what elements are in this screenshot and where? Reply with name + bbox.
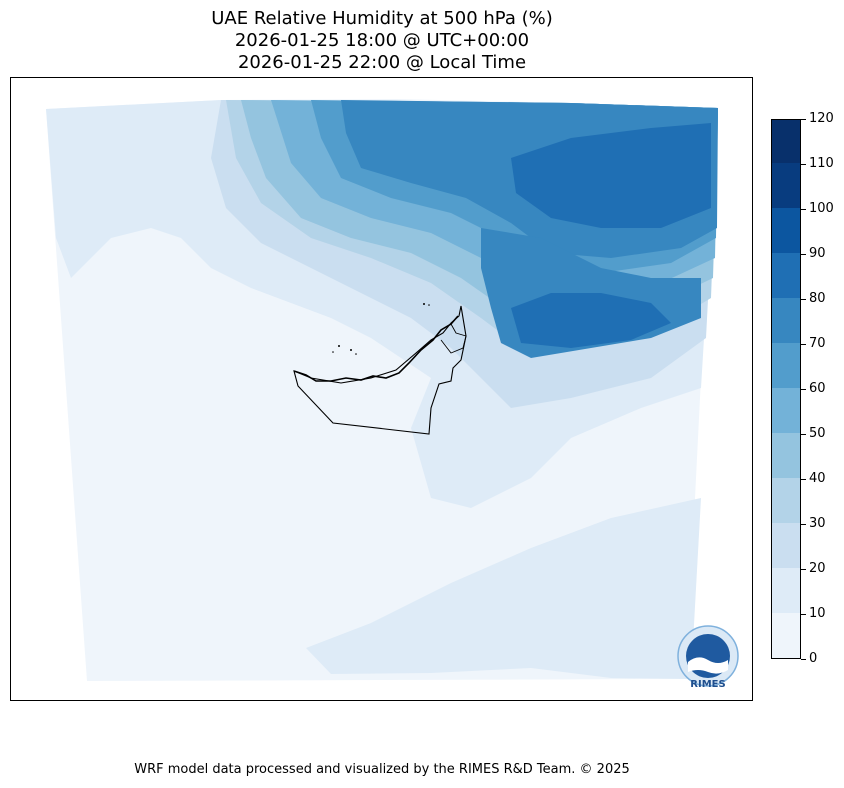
- colorbar: [771, 119, 801, 659]
- colorbar-tick-label: 90: [809, 246, 826, 261]
- map-panel: RIMES: [10, 77, 753, 701]
- colorbar-tick-label: 50: [809, 426, 826, 441]
- colorbar-tick: [801, 119, 806, 120]
- humidity-band-80-90-tongue: [511, 293, 671, 348]
- colorbar-tick-label: 60: [809, 381, 826, 396]
- colorbar-tick-label: 80: [809, 291, 826, 306]
- colorbar-band: [772, 342, 800, 388]
- colorbar-tick: [801, 659, 806, 660]
- colorbar-tick: [801, 479, 806, 480]
- colorbar-band: [772, 162, 800, 208]
- colorbar-tick: [801, 569, 806, 570]
- footer-credit: WRF model data processed and visualized …: [134, 762, 630, 777]
- colorbar-band: [772, 120, 800, 163]
- logo-text: RIMES: [690, 679, 725, 690]
- colorbar-tick: [801, 254, 806, 255]
- colorbar-tick-label: 40: [809, 471, 826, 486]
- emirate-boundary-2: [450, 323, 467, 337]
- colorbar-tick-label: 70: [809, 336, 826, 351]
- humidity-band-80-90: [511, 123, 711, 228]
- colorbar-tick-label: 100: [809, 201, 834, 216]
- colorbar-band: [772, 207, 800, 253]
- colorbar-tick: [801, 524, 806, 525]
- colorbar-tick-label: 0: [809, 651, 818, 666]
- uae-border: [293, 305, 467, 435]
- colorbar-tick: [801, 164, 806, 165]
- colorbar-tick: [801, 614, 806, 615]
- colorbar-tick-label: 30: [809, 516, 826, 531]
- map-title-line-1: UAE Relative Humidity at 500 hPa (%): [211, 8, 553, 29]
- colorbar-tick-label: 20: [809, 561, 826, 576]
- colorbar-tick-label: 10: [809, 606, 826, 621]
- colorbar-band: [772, 432, 800, 478]
- colorbar-tick: [801, 299, 806, 300]
- colorbar-tick-label: 110: [809, 156, 834, 171]
- colorbar-band: [772, 387, 800, 433]
- colorbar-tick: [801, 389, 806, 390]
- colorbar-band: [772, 252, 800, 298]
- map-title-line-2: 2026-01-25 18:00 @ UTC+00:00: [234, 30, 530, 51]
- rimes-logo: RIMES: [677, 625, 739, 690]
- colorbar-band: [772, 567, 800, 613]
- colorbar-band: [772, 297, 800, 343]
- colorbar-band: [772, 612, 800, 658]
- colorbar-tick: [801, 209, 806, 210]
- map-title-line-3: 2026-01-25 22:00 @ Local Time: [237, 52, 527, 73]
- uae-coastline: [293, 315, 459, 382]
- colorbar-band: [772, 477, 800, 523]
- colorbar-tick: [801, 434, 806, 435]
- humidity-band-10-20-south: [306, 498, 701, 679]
- colorbar-band: [772, 522, 800, 568]
- colorbar-tick: [801, 344, 806, 345]
- colorbar-tick-label: 120: [809, 111, 834, 126]
- humidity-map: RIMES: [46, 99, 739, 690]
- emirate-boundary: [440, 335, 467, 354]
